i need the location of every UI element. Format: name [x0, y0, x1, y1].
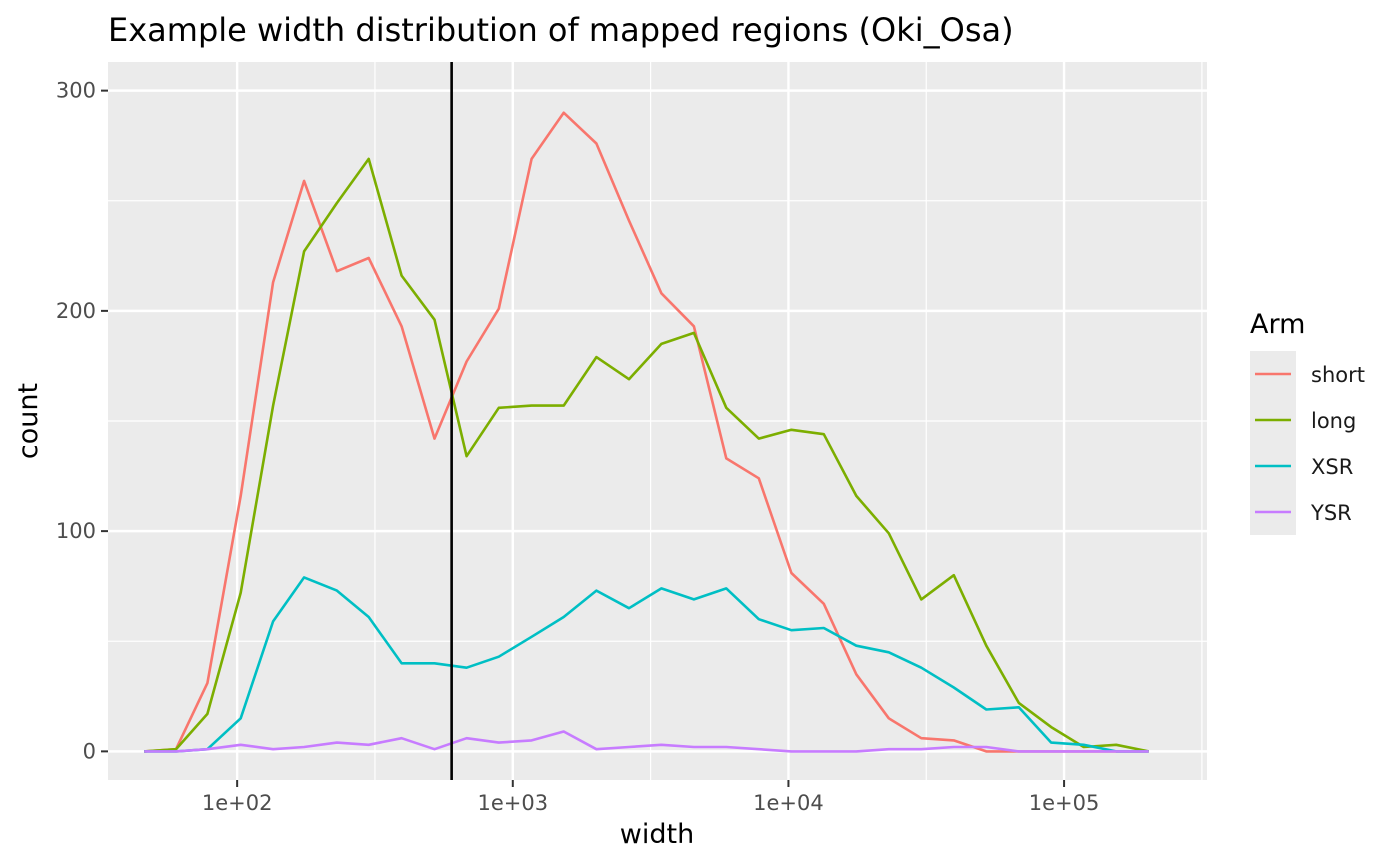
legend: Arm short long XSR YSR — [1250, 309, 1365, 535]
legend-label-short: short — [1311, 363, 1365, 387]
series-line-long — [144, 157, 1149, 753]
x-tick-label: 1e+03 — [477, 791, 548, 815]
series-layer — [144, 111, 1149, 753]
y-axis: 0 100 200 300 — [56, 79, 108, 763]
chart-title: Example width distribution of mapped reg… — [108, 11, 1014, 49]
y-tick-label: 300 — [56, 79, 96, 103]
series-line-xsr — [144, 576, 1149, 753]
legend-label-xsr: XSR — [1311, 455, 1353, 479]
x-axis-title: width — [620, 819, 694, 850]
x-axis: 1e+02 1e+03 1e+04 1e+05 — [202, 780, 1100, 815]
y-tick-label: 0 — [83, 739, 96, 763]
legend-label-ysr: YSR — [1310, 501, 1352, 525]
series-line-ysr — [144, 730, 1149, 753]
series-line-short — [144, 111, 1149, 753]
x-tick-label: 1e+02 — [202, 791, 273, 815]
y-axis-title: count — [13, 383, 44, 459]
legend-title: Arm — [1250, 309, 1305, 340]
y-tick-label: 200 — [56, 299, 96, 323]
legend-items: short long XSR YSR — [1250, 351, 1365, 535]
x-tick-label: 1e+04 — [753, 791, 824, 815]
x-tick-label: 1e+05 — [1029, 791, 1100, 815]
legend-label-long: long — [1311, 409, 1356, 433]
y-tick-label: 100 — [56, 519, 96, 543]
